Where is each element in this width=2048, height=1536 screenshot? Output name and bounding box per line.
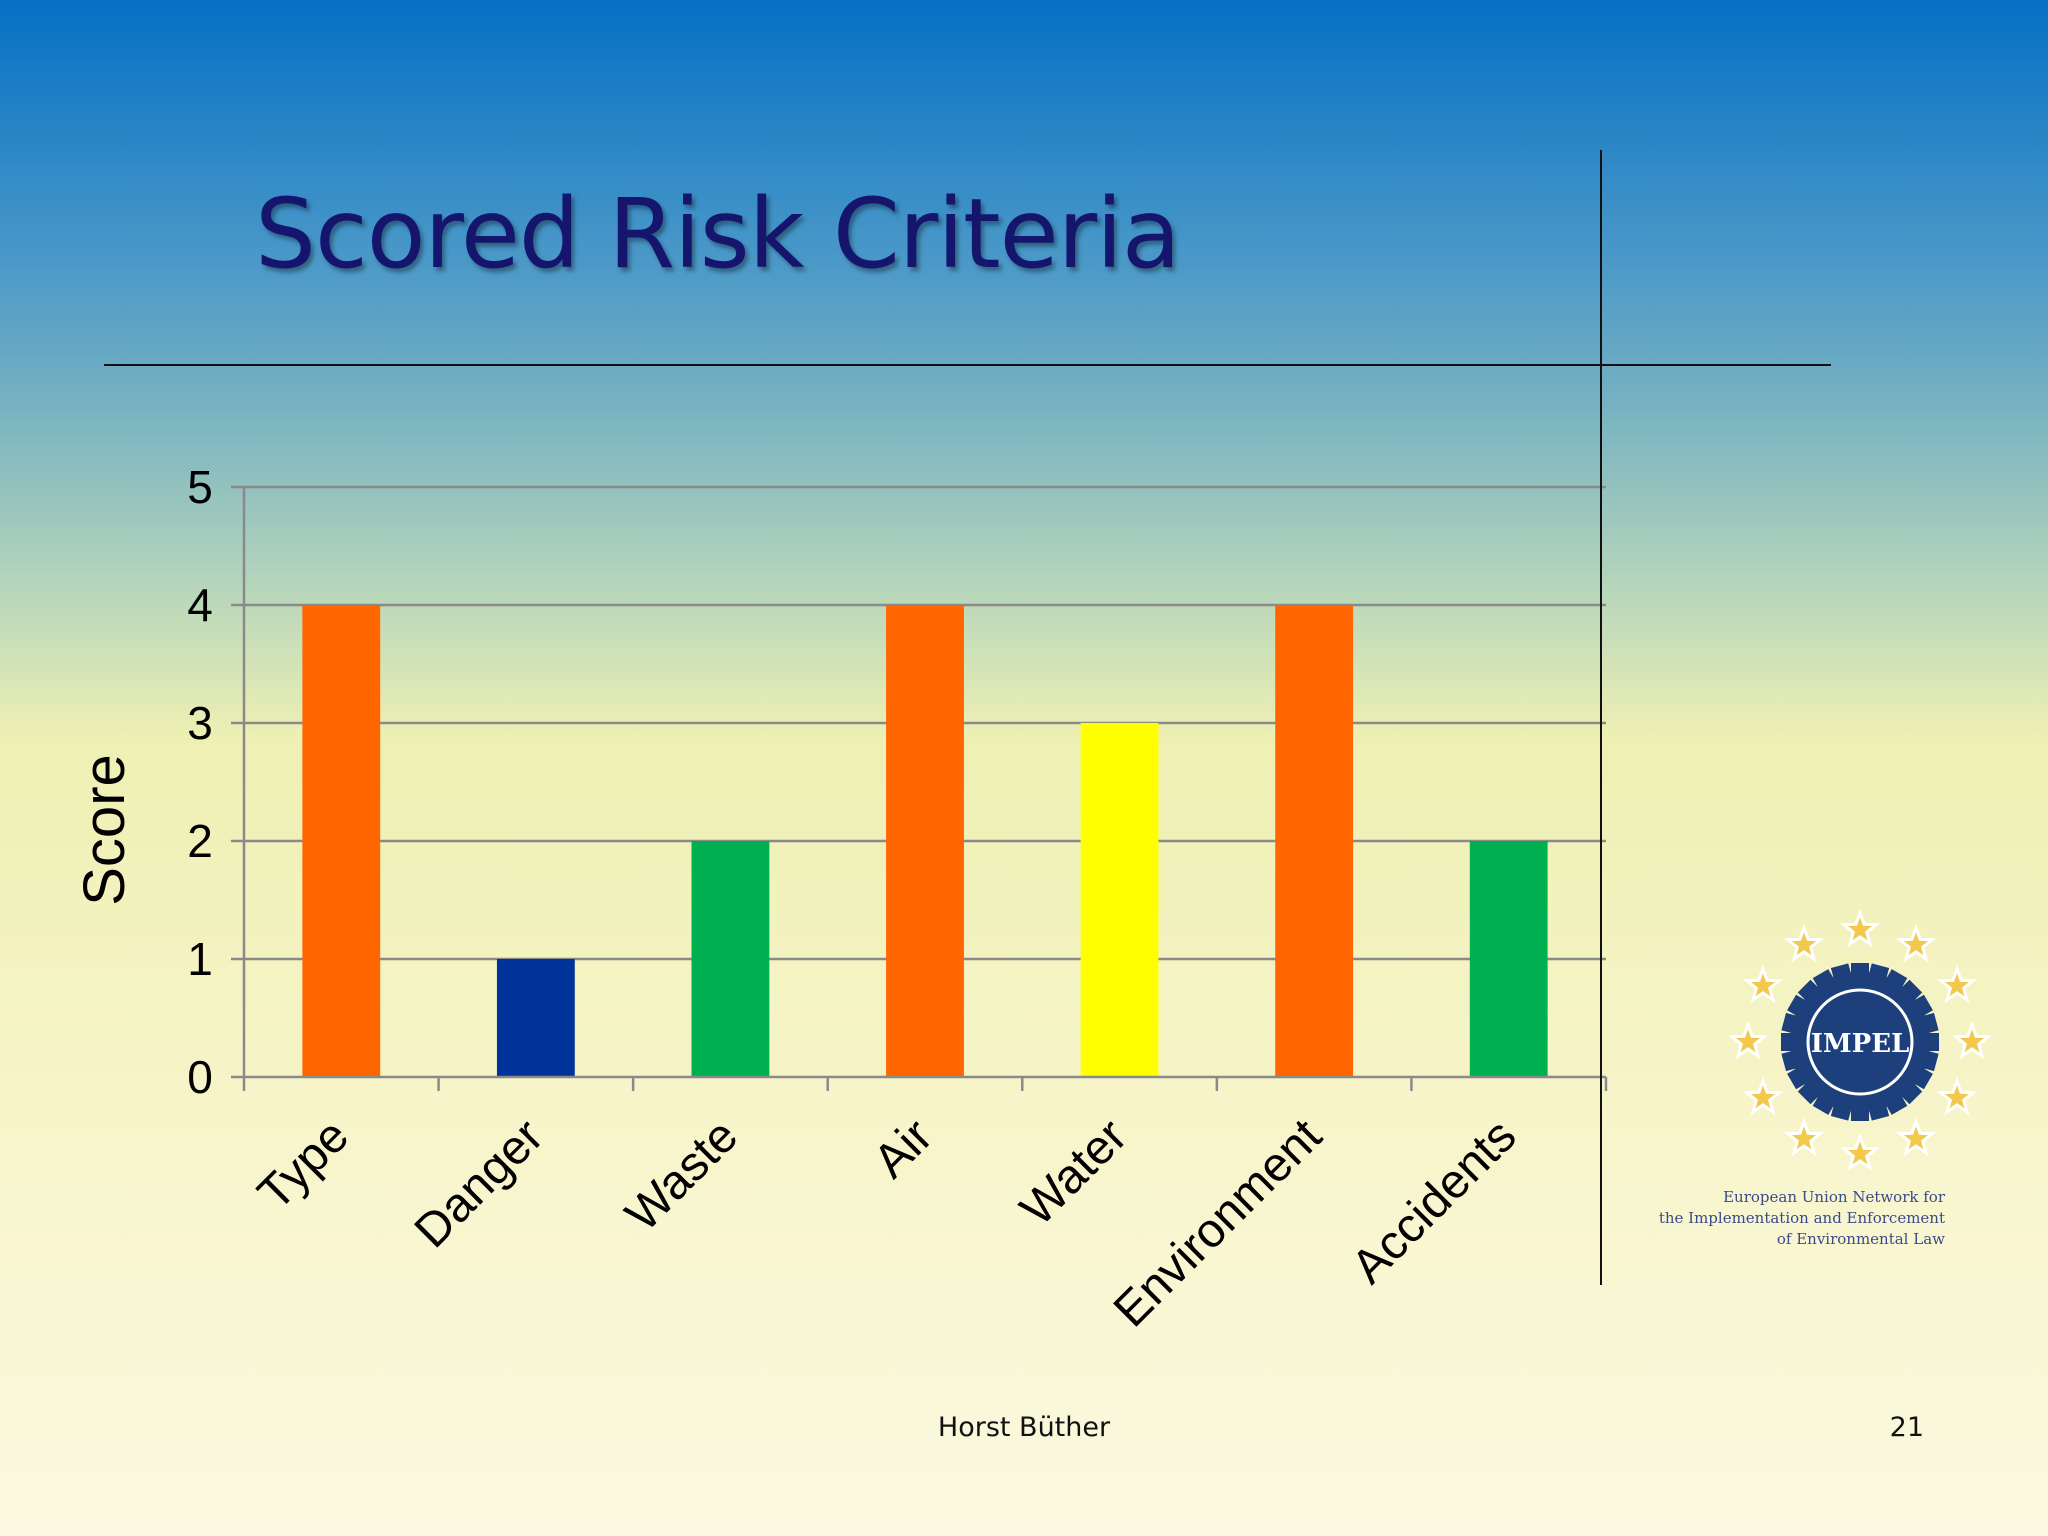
logo-name: IMPEL bbox=[1811, 1029, 1910, 1059]
page-number: 21 bbox=[1889, 1412, 1924, 1443]
y-tick-label: 3 bbox=[187, 697, 213, 749]
bar-air bbox=[886, 605, 964, 1077]
y-tick-label: 0 bbox=[187, 1051, 213, 1103]
star-icon bbox=[1936, 964, 1978, 1004]
bar-accidents bbox=[1469, 841, 1548, 1077]
star-icon bbox=[1839, 1132, 1881, 1172]
star-icon bbox=[1727, 1020, 1769, 1060]
star-icon bbox=[1742, 964, 1784, 1004]
bar-danger bbox=[496, 959, 575, 1077]
star-icon bbox=[1783, 1117, 1825, 1157]
x-tick-label: Danger bbox=[405, 1109, 554, 1258]
star-icon bbox=[1895, 923, 1937, 963]
footer-author: Horst Büther bbox=[937, 1412, 1111, 1443]
x-tick-label: Waste bbox=[616, 1109, 748, 1241]
y-tick-label: 1 bbox=[187, 933, 213, 985]
star-icon bbox=[1951, 1020, 1993, 1060]
x-tick-label: Type bbox=[248, 1109, 359, 1220]
logo-tagline: European Union Network for the Implement… bbox=[1640, 1187, 1945, 1250]
star-icon bbox=[1895, 1117, 1937, 1157]
x-tick-label: Water bbox=[1011, 1109, 1138, 1236]
y-tick-label: 5 bbox=[187, 461, 213, 513]
bar-water bbox=[1080, 723, 1159, 1077]
horizontal-divider bbox=[104, 364, 1831, 366]
star-icon bbox=[1839, 908, 1881, 948]
star-icon bbox=[1936, 1076, 1978, 1116]
logo-tagline-line: of Environmental Law bbox=[1776, 1230, 1945, 1248]
x-tick-label: Air bbox=[864, 1109, 943, 1188]
bar-type bbox=[302, 605, 381, 1077]
bar-environment bbox=[1275, 605, 1354, 1077]
star-icon bbox=[1783, 923, 1825, 963]
gear-icon bbox=[1781, 963, 1939, 1121]
x-tick-label: Accidents bbox=[1342, 1109, 1527, 1294]
x-tick-label: Environment bbox=[1104, 1109, 1332, 1337]
y-axis-title: Score bbox=[72, 754, 137, 906]
logo-tagline-line: the Implementation and Enforcement bbox=[1658, 1209, 1945, 1227]
slide-title: Scored Risk Criteria bbox=[255, 178, 1181, 290]
impel-logo: IMPEL bbox=[1727, 908, 1993, 1172]
vertical-divider bbox=[1600, 150, 1602, 1285]
y-tick-label: 4 bbox=[187, 579, 213, 631]
logo-tagline-line: European Union Network for bbox=[1723, 1188, 1945, 1206]
star-icon bbox=[1742, 1076, 1784, 1116]
star-ring-icon bbox=[1727, 908, 1993, 1172]
y-tick-label: 2 bbox=[187, 815, 213, 867]
bar-waste bbox=[691, 841, 770, 1077]
bars bbox=[302, 605, 1548, 1077]
